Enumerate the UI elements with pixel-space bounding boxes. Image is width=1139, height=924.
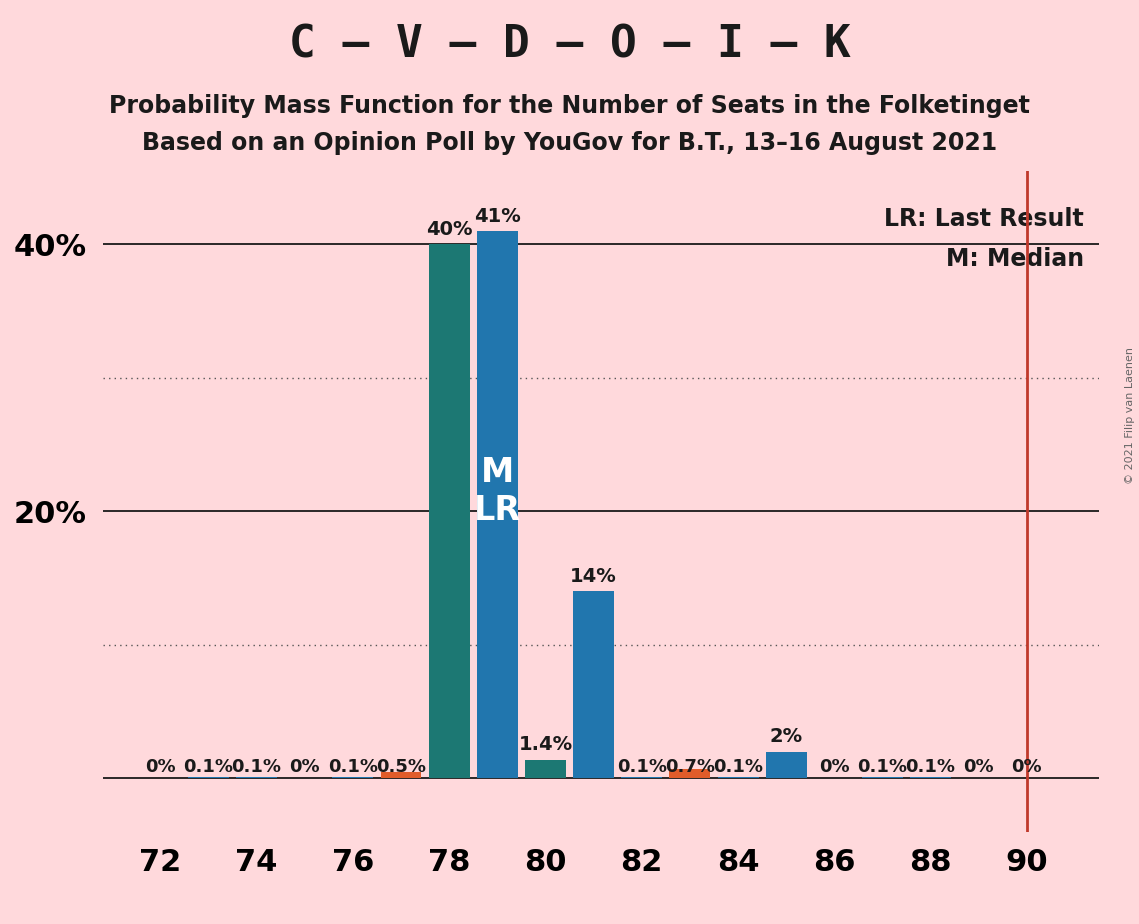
Text: M
LR: M LR (474, 456, 521, 527)
Text: 0%: 0% (819, 758, 850, 775)
Text: 0.1%: 0.1% (616, 758, 666, 775)
Bar (718, 777, 759, 778)
Text: 0.1%: 0.1% (231, 758, 281, 775)
Text: 0%: 0% (1011, 758, 1042, 775)
Bar (670, 769, 711, 778)
Text: 2%: 2% (770, 727, 803, 747)
Text: 0%: 0% (145, 758, 175, 775)
Bar (428, 244, 469, 778)
Bar (573, 591, 614, 778)
Text: LR: Last Result: LR: Last Result (885, 207, 1084, 231)
Bar (236, 777, 277, 778)
Text: Probability Mass Function for the Number of Seats in the Folketinget: Probability Mass Function for the Number… (109, 94, 1030, 118)
Text: 0.1%: 0.1% (858, 758, 908, 775)
Text: 14%: 14% (571, 567, 617, 586)
Bar (333, 777, 374, 778)
Text: © 2021 Filip van Laenen: © 2021 Filip van Laenen (1125, 347, 1134, 484)
Text: 0.5%: 0.5% (376, 758, 426, 775)
Text: 0.1%: 0.1% (328, 758, 378, 775)
Bar (188, 777, 229, 778)
Bar (525, 760, 566, 778)
Text: 0.7%: 0.7% (665, 758, 715, 775)
Text: 0%: 0% (964, 758, 994, 775)
Bar (621, 777, 662, 778)
Bar (380, 772, 421, 778)
Text: M: Median: M: Median (947, 247, 1084, 271)
Bar (862, 777, 903, 778)
Text: 0.1%: 0.1% (713, 758, 763, 775)
Text: 1.4%: 1.4% (518, 736, 573, 754)
Bar (910, 777, 951, 778)
Text: 0%: 0% (289, 758, 320, 775)
Text: 0.1%: 0.1% (906, 758, 956, 775)
Bar (765, 751, 806, 778)
Bar (477, 231, 518, 778)
Text: C – V – D – O – I – K: C – V – D – O – I – K (288, 23, 851, 67)
Text: Based on an Opinion Poll by YouGov for B.T., 13–16 August 2021: Based on an Opinion Poll by YouGov for B… (142, 131, 997, 155)
Text: 0.1%: 0.1% (183, 758, 233, 775)
Text: 40%: 40% (426, 220, 473, 239)
Text: 41%: 41% (474, 207, 521, 225)
